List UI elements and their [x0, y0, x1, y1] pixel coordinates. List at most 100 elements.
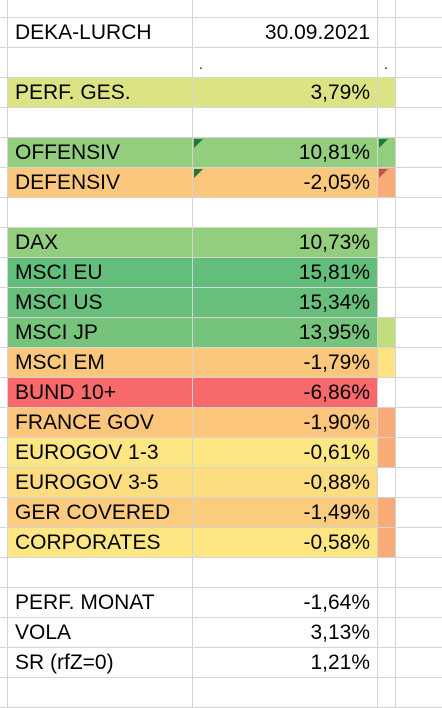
side-cell[interactable]	[378, 198, 396, 228]
row-gutter-cell[interactable]	[0, 678, 8, 708]
label-cell[interactable]: EUROGOV 1-3	[8, 438, 193, 468]
side-cell[interactable]	[378, 618, 396, 648]
row-gutter-cell[interactable]	[0, 228, 8, 258]
side-cell[interactable]	[378, 288, 396, 318]
value-cell[interactable]: 10,73%	[193, 228, 378, 258]
side-cell[interactable]	[378, 588, 396, 618]
empty-cell[interactable]	[396, 528, 442, 558]
value-cell[interactable]: 30.09.2021	[193, 18, 378, 48]
empty-cell[interactable]	[396, 408, 442, 438]
row-gutter-cell[interactable]	[0, 378, 8, 408]
label-cell[interactable]: DEFENSIV	[8, 168, 193, 198]
label-cell[interactable]: FRANCE GOV	[8, 408, 193, 438]
row-gutter-cell[interactable]	[0, 18, 8, 48]
label-cell[interactable]	[8, 558, 193, 588]
row-gutter-cell[interactable]	[0, 138, 8, 168]
row-gutter-cell[interactable]	[0, 48, 8, 78]
label-cell[interactable]: DAX	[8, 228, 193, 258]
label-cell[interactable]: PERF. MONAT	[8, 588, 193, 618]
empty-cell[interactable]	[396, 438, 442, 468]
value-cell[interactable]: 1,21%	[193, 648, 378, 678]
row-gutter-cell[interactable]	[0, 348, 8, 378]
side-cell[interactable]	[378, 138, 396, 168]
empty-cell[interactable]	[193, 0, 378, 18]
empty-cell[interactable]	[396, 378, 442, 408]
empty-cell[interactable]	[396, 258, 442, 288]
empty-cell[interactable]	[396, 588, 442, 618]
value-cell[interactable]	[193, 678, 378, 708]
empty-cell[interactable]	[396, 678, 442, 708]
side-cell[interactable]	[378, 468, 396, 498]
label-cell[interactable]: DEKA-LURCH	[8, 18, 193, 48]
value-cell[interactable]: 13,95%	[193, 318, 378, 348]
value-cell[interactable]	[193, 108, 378, 138]
value-cell[interactable]: -0,58%	[193, 528, 378, 558]
label-cell[interactable]: EUROGOV 3-5	[8, 468, 193, 498]
label-cell[interactable]: VOLA	[8, 618, 193, 648]
row-gutter-cell[interactable]	[0, 438, 8, 468]
side-cell[interactable]	[378, 648, 396, 678]
side-cell[interactable]	[378, 18, 396, 48]
label-cell[interactable]: MSCI EM	[8, 348, 193, 378]
empty-cell[interactable]	[396, 168, 442, 198]
empty-cell[interactable]	[396, 138, 442, 168]
side-cell[interactable]	[378, 168, 396, 198]
value-cell[interactable]: -0,61%	[193, 438, 378, 468]
value-cell[interactable]: -1,79%	[193, 348, 378, 378]
row-gutter-cell[interactable]	[0, 108, 8, 138]
empty-cell[interactable]	[396, 228, 442, 258]
empty-cell[interactable]	[396, 108, 442, 138]
empty-cell[interactable]	[8, 0, 193, 18]
side-cell[interactable]	[378, 558, 396, 588]
side-cell[interactable]	[378, 678, 396, 708]
side-cell[interactable]	[378, 348, 396, 378]
label-cell[interactable]: SR (rfZ=0)	[8, 648, 193, 678]
row-gutter-cell[interactable]	[0, 648, 8, 678]
value-cell[interactable]	[193, 558, 378, 588]
side-cell[interactable]	[378, 228, 396, 258]
empty-cell[interactable]	[396, 48, 442, 78]
label-cell[interactable]	[8, 48, 193, 78]
label-cell[interactable]	[8, 198, 193, 228]
label-cell[interactable]: PERF. GES.	[8, 78, 193, 108]
label-cell[interactable]: BUND 10+	[8, 378, 193, 408]
empty-cell[interactable]	[0, 0, 8, 18]
side-cell[interactable]	[378, 258, 396, 288]
value-cell[interactable]: -1,49%	[193, 498, 378, 528]
side-cell[interactable]	[378, 78, 396, 108]
side-cell[interactable]	[378, 318, 396, 348]
label-cell[interactable]: CORPORATES	[8, 528, 193, 558]
row-gutter-cell[interactable]	[0, 528, 8, 558]
value-cell[interactable]: 10,81%	[193, 138, 378, 168]
empty-cell[interactable]	[396, 198, 442, 228]
value-cell[interactable]: 3,13%	[193, 618, 378, 648]
row-gutter-cell[interactable]	[0, 468, 8, 498]
row-gutter-cell[interactable]	[0, 588, 8, 618]
empty-cell[interactable]	[378, 0, 396, 18]
label-cell[interactable]	[8, 678, 193, 708]
value-cell[interactable]: -2,05%	[193, 168, 378, 198]
empty-cell[interactable]	[396, 18, 442, 48]
side-cell[interactable]	[378, 378, 396, 408]
empty-cell[interactable]	[396, 498, 442, 528]
empty-cell[interactable]	[396, 288, 442, 318]
empty-cell[interactable]	[396, 468, 442, 498]
label-cell[interactable]	[8, 108, 193, 138]
row-gutter-cell[interactable]	[0, 618, 8, 648]
label-cell[interactable]: MSCI JP	[8, 318, 193, 348]
side-cell[interactable]	[378, 438, 396, 468]
empty-cell[interactable]	[396, 618, 442, 648]
value-cell[interactable]: 15,34%	[193, 288, 378, 318]
value-cell[interactable]: -0,88%	[193, 468, 378, 498]
empty-cell[interactable]	[396, 0, 442, 18]
side-cell[interactable]	[378, 108, 396, 138]
empty-cell[interactable]	[396, 348, 442, 378]
row-gutter-cell[interactable]	[0, 198, 8, 228]
value-cell[interactable]: 15,81%	[193, 258, 378, 288]
value-cell[interactable]: -1,90%	[193, 408, 378, 438]
label-cell[interactable]: GER COVERED	[8, 498, 193, 528]
value-cell[interactable]: 3,79%	[193, 78, 378, 108]
row-gutter-cell[interactable]	[0, 288, 8, 318]
empty-cell[interactable]	[396, 318, 442, 348]
value-cell[interactable]: -6,86%	[193, 378, 378, 408]
